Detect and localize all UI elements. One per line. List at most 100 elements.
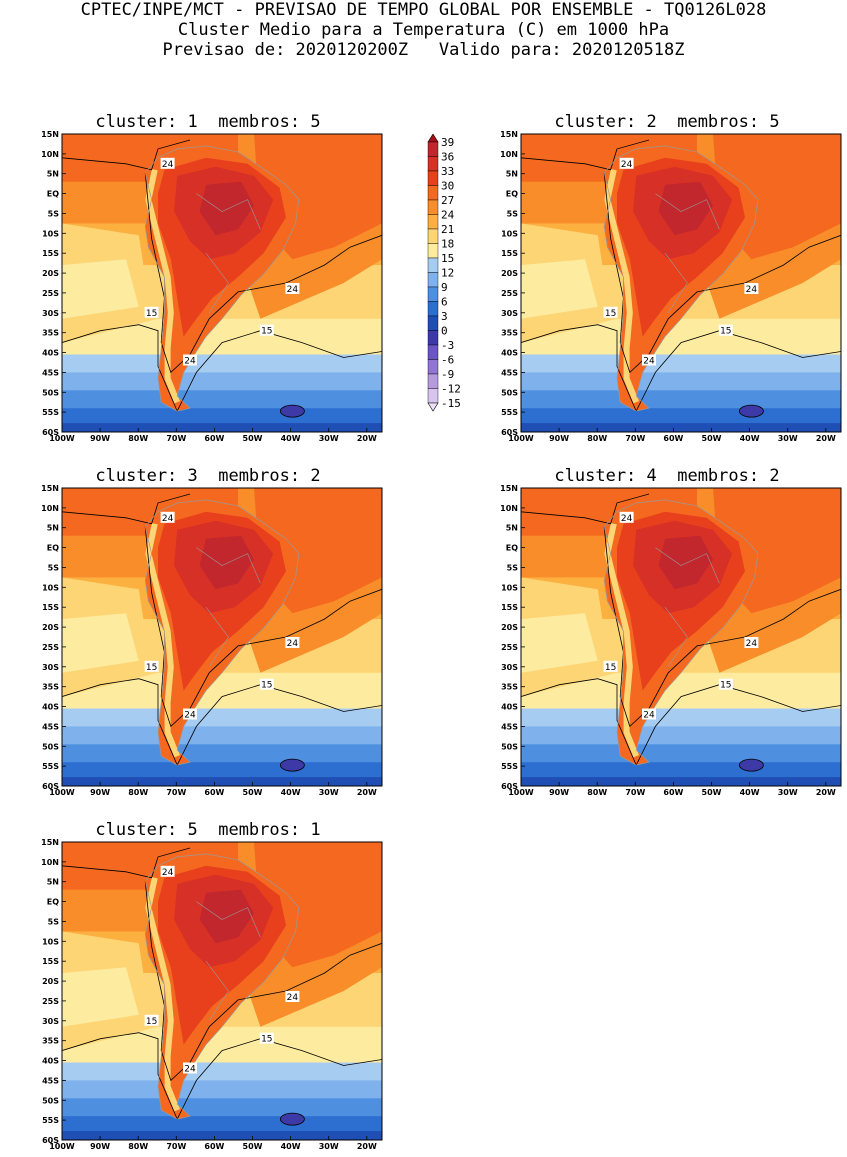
lat-tick-label: 35S (42, 329, 59, 338)
lon-tick-label: 100W (49, 434, 75, 443)
border-line (205, 607, 229, 667)
temperature-band (62, 708, 382, 728)
coastline (144, 853, 300, 1120)
lat-tick-label: EQ (47, 190, 59, 199)
legend-level-label: 27 (441, 194, 454, 207)
legend-swatch (427, 330, 439, 346)
lon-tick-label: 30W (319, 788, 339, 797)
panel-title: cluster: 2 membros: 5 (554, 112, 780, 132)
border-line (664, 253, 688, 313)
contour-label: 15 (261, 1035, 272, 1045)
temperature-band (521, 708, 841, 728)
contour-label-bg (259, 678, 274, 690)
lat-tick-label: 60S (42, 1136, 59, 1145)
legend-level-label: 0 (441, 325, 448, 338)
legend-level-label: 3 (441, 310, 448, 323)
temperature-band (62, 408, 382, 425)
ocean-cool-region (62, 259, 139, 319)
lat-tick-label: 10N (41, 150, 59, 159)
contour-label: 24 (184, 357, 196, 367)
contour-label-bg (259, 1032, 274, 1044)
lat-tick-label: 10S (42, 229, 59, 238)
contour-label-bg (144, 660, 159, 672)
legend-swatch (427, 214, 439, 230)
legend-level-label: -3 (441, 339, 454, 352)
contour-label: 15 (720, 681, 731, 691)
map-panel-cluster-3: cluster: 3 membros: 2 24 24 15 15 24 15N 10N 5N… (28, 466, 388, 802)
border-line (655, 547, 720, 584)
lat-tick-label: 55S (501, 408, 518, 417)
contour-label-bg (619, 157, 634, 169)
lon-tick-label: 30W (778, 788, 798, 797)
legend-level-label: 33 (441, 165, 454, 178)
contour-line (521, 139, 650, 171)
lon-tick-label: 50W (702, 434, 722, 443)
legend-top-arrow (427, 134, 439, 143)
lat-tick-label: 60S (501, 782, 518, 791)
cold-blob (279, 404, 305, 418)
lat-tick-label: 5N (47, 878, 59, 887)
temperature-band (521, 423, 841, 432)
lat-tick-label: 15N (41, 484, 59, 493)
temperature-band (62, 1080, 382, 1100)
page-header: CPTEC/INPE/MCT - PREVISAO DE TEMPO GLOBA… (0, 0, 847, 60)
contour-label-bg (718, 324, 733, 336)
temperature-map: 24 24 15 15 24 15N 10N 5N EQ 5S 10S 15S 20S 25S 30S 35S… (41, 484, 383, 797)
lat-tick-label: 40S (501, 349, 518, 358)
lat-tick-label: 15N (500, 484, 518, 493)
lon-tick-label: 90W (549, 434, 569, 443)
lat-tick-label: 40S (42, 703, 59, 712)
lat-tick-label: 10N (500, 150, 518, 159)
lat-tick-label: 45S (501, 368, 518, 377)
temperature-band (521, 354, 841, 374)
legend-level-label: 24 (441, 209, 455, 222)
lat-tick-label: 10S (501, 583, 518, 592)
lat-tick-label: 55S (501, 762, 518, 771)
lat-tick-label: 45S (42, 1076, 59, 1085)
border-line (205, 961, 229, 1021)
contour-label: 24 (746, 639, 758, 649)
contour-label: 24 (184, 1065, 196, 1075)
temperature-band (521, 762, 841, 779)
lon-tick-label: 90W (549, 788, 569, 797)
header-line-1: CPTEC/INPE/MCT - PREVISAO DE TEMPO GLOBA… (80, 0, 767, 20)
contour-label-bg (718, 678, 733, 690)
ocean-cool-region (521, 613, 598, 673)
contour-line-24 (603, 172, 841, 374)
contour-label-bg (183, 708, 197, 720)
contour-line-24 (603, 526, 841, 728)
lat-tick-label: 15S (501, 603, 518, 612)
lat-tick-label: 5S (507, 564, 519, 573)
temperature-band (62, 726, 382, 746)
contour-label: 24 (643, 711, 655, 721)
lat-tick-label: 30S (501, 663, 518, 672)
map-frame (61, 487, 383, 787)
contour-line-24 (144, 172, 382, 374)
lon-tick-label: 50W (702, 788, 722, 797)
border-line (664, 607, 688, 667)
lon-tick-label: 90W (90, 1142, 110, 1151)
contour-label: 15 (146, 663, 157, 673)
legend-swatch (427, 199, 439, 215)
lat-tick-label: 20S (42, 269, 59, 278)
temperature-band (521, 372, 841, 392)
ocean-cool-region (62, 613, 139, 673)
legend-swatch (427, 185, 439, 201)
lat-tick-label: 45S (42, 722, 59, 731)
contour-label: 15 (146, 309, 157, 319)
temperature-band (521, 744, 841, 764)
lon-tick-label: 20W (816, 788, 836, 797)
contour-label: 15 (605, 663, 616, 673)
lon-tick-label: 50W (243, 788, 263, 797)
contour-label: 24 (287, 639, 299, 649)
legend-swatch (427, 359, 439, 375)
map-frame (61, 133, 383, 433)
contour-label: 24 (746, 285, 758, 295)
temperature-map: 24 24 15 15 24 15N 10N 5N EQ 5S 10S 15S 20S 25S 30S 35S… (500, 484, 842, 797)
contour-label: 24 (162, 160, 174, 170)
lon-tick-label: 70W (625, 788, 645, 797)
lat-tick-label: 55S (42, 1116, 59, 1125)
legend-swatch (427, 388, 439, 404)
contour-line (62, 139, 191, 171)
legend-level-label: 6 (441, 296, 448, 309)
